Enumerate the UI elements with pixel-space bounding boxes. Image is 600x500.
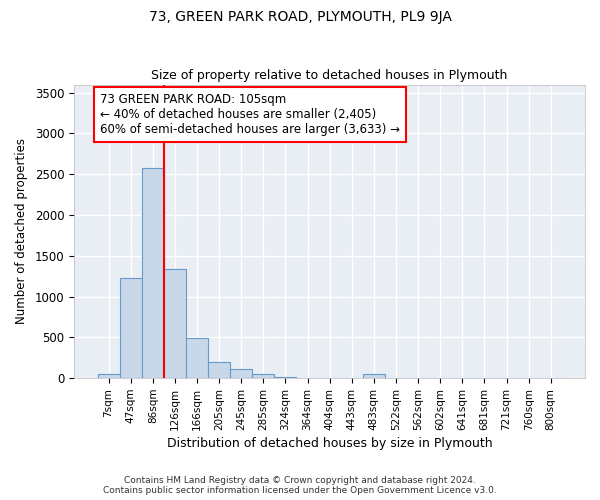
Bar xyxy=(164,269,186,378)
Text: 73 GREEN PARK ROAD: 105sqm
← 40% of detached houses are smaller (2,405)
60% of s: 73 GREEN PARK ROAD: 105sqm ← 40% of deta… xyxy=(100,94,400,136)
Bar xyxy=(142,168,164,378)
Bar xyxy=(98,374,119,378)
Bar xyxy=(208,362,230,378)
Y-axis label: Number of detached properties: Number of detached properties xyxy=(15,138,28,324)
X-axis label: Distribution of detached houses by size in Plymouth: Distribution of detached houses by size … xyxy=(167,437,493,450)
Bar xyxy=(186,338,208,378)
Bar xyxy=(274,377,296,378)
Bar xyxy=(363,374,385,378)
Bar xyxy=(119,278,142,378)
Bar xyxy=(252,374,274,378)
Text: Contains HM Land Registry data © Crown copyright and database right 2024.
Contai: Contains HM Land Registry data © Crown c… xyxy=(103,476,497,495)
Text: 73, GREEN PARK ROAD, PLYMOUTH, PL9 9JA: 73, GREEN PARK ROAD, PLYMOUTH, PL9 9JA xyxy=(149,10,451,24)
Bar xyxy=(230,369,252,378)
Title: Size of property relative to detached houses in Plymouth: Size of property relative to detached ho… xyxy=(151,69,508,82)
